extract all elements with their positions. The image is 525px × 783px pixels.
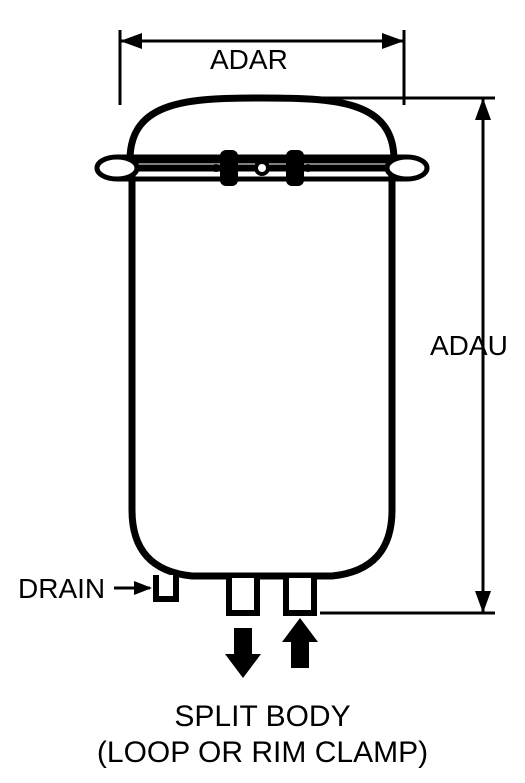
label-adar: ADAR xyxy=(210,44,288,76)
flow-arrow-up xyxy=(282,618,318,668)
flow-arrow-down xyxy=(225,628,261,678)
diagram-svg xyxy=(0,0,525,783)
label-adau: ADAU xyxy=(430,330,508,362)
label-drain: DRAIN xyxy=(18,573,105,605)
caption-line2: (LOOP OR RIM CLAMP) xyxy=(0,736,525,770)
caption-line1: SPLIT BODY xyxy=(0,700,525,734)
flow-arrows xyxy=(225,618,318,678)
ports xyxy=(156,575,314,613)
leader-drain xyxy=(114,581,152,595)
vessel-dome xyxy=(130,98,394,160)
vessel-body xyxy=(132,168,392,576)
diagram-stage: ADAR ADAU DRAIN SPLIT BODY (LOOP OR RIM … xyxy=(0,0,525,783)
